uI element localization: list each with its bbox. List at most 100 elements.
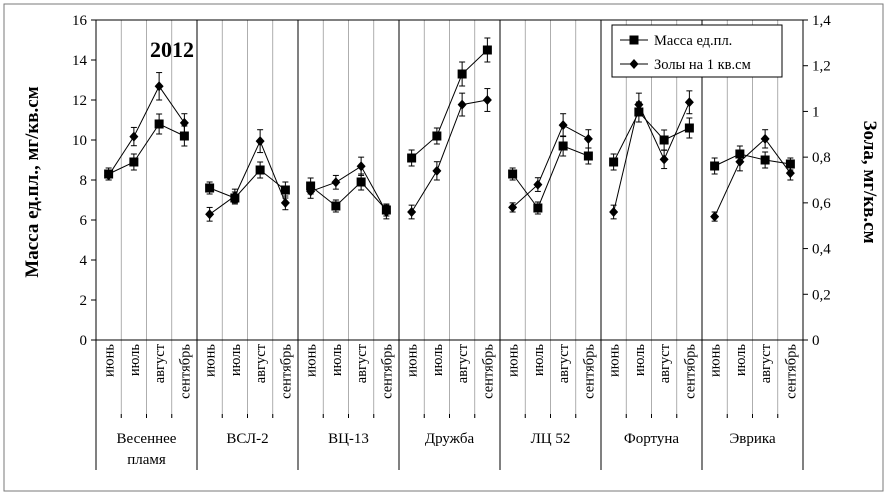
y-axis-label-left: Масса ед.пл., мг/кв.см — [22, 86, 43, 277]
month-label: сентябрь — [480, 344, 496, 399]
month-label: июнь — [102, 344, 118, 377]
data-point-diamond — [785, 168, 795, 179]
data-point-square — [609, 157, 619, 167]
left-axis-tick-label: 4 — [80, 253, 88, 269]
variety-label: ВСЛ-2 — [226, 431, 268, 447]
data-point-square — [533, 203, 543, 213]
legend-label: Масса ед.пл. — [654, 33, 732, 49]
left-axis-tick-label: 10 — [72, 133, 87, 149]
data-point-square — [205, 183, 215, 193]
data-point-diamond — [710, 211, 720, 222]
left-axis-tick-label: 8 — [80, 173, 88, 189]
labels-layer: Масса ед.пл., мг/кв.см Зола, мг/кв.см июнь… — [22, 86, 880, 468]
series-line — [310, 181, 387, 211]
data-point-square — [583, 151, 593, 161]
variety-label: ЛЦ 52 — [531, 431, 571, 447]
data-point-diamond — [407, 207, 417, 217]
data-point-diamond — [583, 133, 593, 144]
data-point-diamond — [230, 191, 240, 201]
data-point-diamond — [104, 170, 114, 181]
data-point-diamond — [533, 179, 543, 190]
right-axis-tick-label: 1 — [812, 104, 820, 120]
legend-box — [611, 24, 783, 78]
legend-item: Масса ед.пл. — [620, 33, 732, 49]
data-point-square — [457, 69, 467, 79]
data-point-diamond — [280, 197, 290, 208]
chart-title: 2012 — [150, 37, 194, 62]
data-point-square — [684, 123, 694, 133]
data-point-square — [331, 201, 341, 211]
series-layer — [104, 37, 795, 222]
series-line — [108, 123, 185, 175]
data-point-diamond — [306, 186, 316, 197]
series-line — [613, 111, 690, 163]
month-label: июнь — [708, 344, 724, 377]
variety-label: Эврика — [729, 431, 776, 447]
month-label: сентябрь — [682, 344, 698, 399]
month-label: август — [354, 343, 370, 383]
right-axis-tick-label: 1,4 — [812, 13, 831, 29]
month-label: июль — [127, 344, 143, 376]
data-point-diamond — [255, 136, 265, 147]
data-point-diamond — [129, 131, 139, 142]
variety-label: Дружба — [425, 431, 475, 447]
month-label: сентябрь — [278, 344, 294, 399]
month-label: июль — [329, 344, 345, 376]
data-point-square — [760, 155, 770, 165]
data-point-diamond — [735, 156, 745, 167]
data-point-square — [407, 153, 417, 163]
data-point-square — [785, 159, 795, 169]
series-line — [512, 124, 589, 208]
month-label: июнь — [203, 344, 219, 377]
left-axis-tick-label: 0 — [80, 333, 88, 349]
month-label: июнь — [405, 344, 421, 377]
series-line — [411, 49, 488, 159]
month-label: июль — [632, 344, 648, 376]
right-axis-tick-label: 0,6 — [812, 196, 831, 212]
data-point-diamond — [205, 209, 215, 220]
data-point-square — [179, 131, 189, 141]
data-point-square — [154, 119, 164, 129]
right-axis-tick-label: 0,8 — [812, 150, 831, 166]
grid-layer — [95, 20, 804, 470]
month-label: сентябрь — [379, 344, 395, 399]
data-point-square — [482, 45, 492, 55]
month-label: июль — [430, 344, 446, 376]
data-point-square — [356, 177, 366, 187]
series-line — [512, 145, 589, 210]
series-line — [714, 153, 791, 167]
month-label: июнь — [607, 344, 623, 377]
month-label: август — [152, 343, 168, 383]
data-point-square — [710, 161, 720, 171]
data-point-diamond — [609, 207, 619, 217]
right-axis-tick-label: 0,4 — [812, 242, 831, 258]
left-axis-tick-label: 14 — [72, 53, 88, 69]
month-label: август — [556, 343, 572, 383]
series-line — [411, 99, 488, 213]
legend: Масса ед.пл. Золы на 1 кв.см — [611, 24, 783, 78]
series-line — [613, 102, 690, 213]
left-axis-tick-label: 16 — [72, 13, 88, 29]
month-label: сентябрь — [783, 344, 799, 399]
month-label: август — [455, 343, 471, 383]
variety-label: ВЦ-13 — [328, 431, 369, 447]
data-point-square — [432, 131, 442, 141]
y-axis-label-right: Зола, мг/кв.см — [859, 120, 880, 243]
month-label: июль — [228, 344, 244, 376]
data-point-diamond — [684, 97, 694, 108]
data-point-square — [255, 165, 265, 175]
month-label: июнь — [506, 344, 522, 377]
month-label: август — [758, 343, 774, 383]
series-line — [209, 139, 286, 215]
right-axis-tick-label: 0 — [812, 333, 820, 349]
data-point-diamond — [432, 165, 442, 176]
data-point-diamond — [558, 120, 568, 131]
month-label: август — [657, 343, 673, 383]
data-point-diamond — [634, 99, 644, 110]
series-line — [714, 138, 791, 217]
series-line — [108, 85, 185, 176]
legend-marker-diamond — [629, 59, 639, 69]
left-axis-tick-label: 2 — [80, 293, 88, 309]
month-label: июль — [531, 344, 547, 376]
